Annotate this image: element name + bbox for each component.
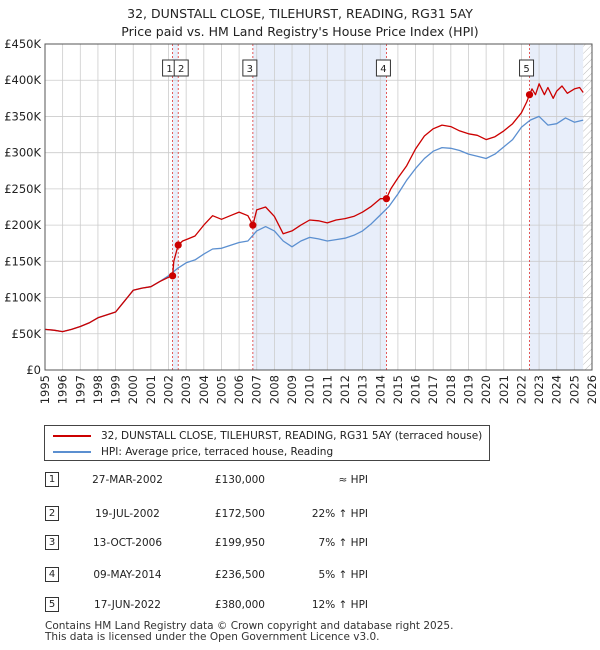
x-tick-label: 2011 [320,375,334,404]
sale-date: 13-OCT-2006 [93,537,162,549]
sale-point [382,195,391,203]
sale-number-badge: 1 [45,472,59,487]
x-tick-label: 2012 [338,375,352,404]
sale-marker-box [173,59,189,77]
x-tick-label: 2009 [285,375,299,404]
sale-row: 3 13-OCT-2006 £199,950 7% ↑ HPI [0,531,600,555]
footer-licence: This data is licensed under the Open Gov… [45,631,380,643]
x-tick-label: 2020 [479,375,493,404]
x-tick-label: 2001 [144,375,158,404]
sale-number-badge: 3 [45,535,59,550]
y-tick-label: £250K [4,182,41,196]
x-tick-label: 1997 [73,375,87,404]
x-tick-label: 2014 [373,375,387,404]
x-tick-label: 2007 [250,375,264,404]
footer-copyright: Contains HM Land Registry data © Crown c… [45,620,454,632]
chart-title: 32, DUNSTALL CLOSE, TILEHURST, READING, … [127,6,473,21]
legend-label-property: 32, DUNSTALL CLOSE, TILEHURST, READING, … [101,430,483,442]
sale-date: 09-MAY-2014 [93,569,162,581]
legend-item-property: 32, DUNSTALL CLOSE, TILEHURST, READING, … [53,428,482,444]
x-tick-label: 2019 [461,375,475,404]
x-tick-label: 2026 [585,375,599,404]
y-tick-label: £50K [12,327,42,341]
sale-date: 27-MAR-2002 [92,474,163,486]
sale-point [174,241,182,249]
y-tick-label: £100K [4,291,41,305]
sale-price: £130,000 [214,474,265,486]
sale-hpi-comparison: ≈ HPI [338,474,368,486]
sale-marker-label: 3 [247,64,253,75]
y-tick-label: £400K [4,73,41,87]
sale-row: 5 17-JUN-2022 £380,000 12% ↑ HPI [0,593,600,617]
sale-hpi-comparison: 12% ↑ HPI [311,599,368,611]
x-tick-label: 2023 [532,375,546,404]
x-tick-label: 1998 [91,375,105,404]
x-tick-label: 2005 [214,375,228,404]
y-tick-label: £200K [4,218,41,232]
y-tick-label: £300K [4,146,41,160]
x-tick-label: 2015 [391,375,405,404]
legend-swatch-hpi [53,451,91,453]
sale-price: £199,950 [214,537,265,549]
sale-hpi-comparison: 5% ↑ HPI [318,569,368,581]
x-tick-label: 2013 [356,375,370,404]
x-tick-label: 2016 [409,375,423,404]
sale-price: £236,500 [214,569,265,581]
sale-row: 2 19-JUL-2002 £172,500 22% ↑ HPI [0,502,600,526]
x-tick-label: 2025 [567,375,581,404]
sale-point [525,91,534,99]
plot-frame [44,43,593,371]
sale-marker-label: 5 [523,64,529,75]
sale-point [168,272,177,280]
sale-row: 4 09-MAY-2014 £236,500 5% ↑ HPI [0,563,600,587]
x-tick-label: 2008 [267,375,281,404]
sale-date: 17-JUN-2022 [94,599,161,611]
x-tick-label: 2018 [444,375,458,404]
x-tick-label: 1996 [56,375,70,404]
x-tick-label: 1999 [109,375,123,404]
sale-price: £172,500 [214,508,265,520]
sale-number-badge: 5 [45,597,59,612]
sale-hpi-comparison: 7% ↑ HPI [318,537,368,549]
sale-marker-box [375,59,391,77]
legend-item-hpi: HPI: Average price, terraced house, Read… [53,444,333,460]
sale-price: £380,000 [214,599,265,611]
ownership-period-shade [252,44,387,370]
y-tick-label: £350K [4,109,41,123]
chart-legend: 32, DUNSTALL CLOSE, TILEHURST, READING, … [44,425,490,461]
x-tick-label: 2004 [197,375,211,404]
ownership-period-shade [172,44,179,370]
sale-marker-label: 4 [380,64,386,75]
y-tick-label: £450K [4,37,41,51]
sale-date: 19-JUL-2002 [95,508,160,520]
y-tick-label: £150K [4,254,41,268]
x-tick-label: 2000 [126,375,140,404]
sale-marker-box [519,59,535,77]
chart-subtitle: Price paid vs. HM Land Registry's House … [121,24,479,39]
x-tick-label: 2002 [162,375,176,404]
x-tick-label: 2010 [303,375,317,404]
footer-attribution: Contains HM Land Registry data © Crown c… [45,621,453,643]
legend-label-hpi: HPI: Average price, terraced house, Read… [101,446,334,458]
y-tick-label: £0 [26,363,41,377]
sale-marker-label: 1 [166,64,172,75]
sale-number-badge: 4 [45,567,59,582]
x-tick-label: 2024 [550,375,564,404]
legend-swatch-property [53,435,91,437]
sale-number-badge: 2 [45,506,59,521]
sale-marker-label: 2 [178,64,184,75]
x-tick-label: 2021 [497,375,511,404]
forecast-hatch [583,44,592,370]
x-tick-label: 2006 [232,375,246,404]
sale-row: 1 27-MAR-2002 £130,000 ≈ HPI [0,468,600,492]
x-tick-label: 2022 [514,375,528,404]
x-tick-label: 2003 [179,375,193,404]
x-tick-label: 1995 [38,375,52,404]
sale-hpi-comparison: 22% ↑ HPI [311,508,368,520]
x-tick-label: 2017 [426,375,440,404]
sale-marker-box [242,59,258,77]
sale-point [249,221,257,229]
